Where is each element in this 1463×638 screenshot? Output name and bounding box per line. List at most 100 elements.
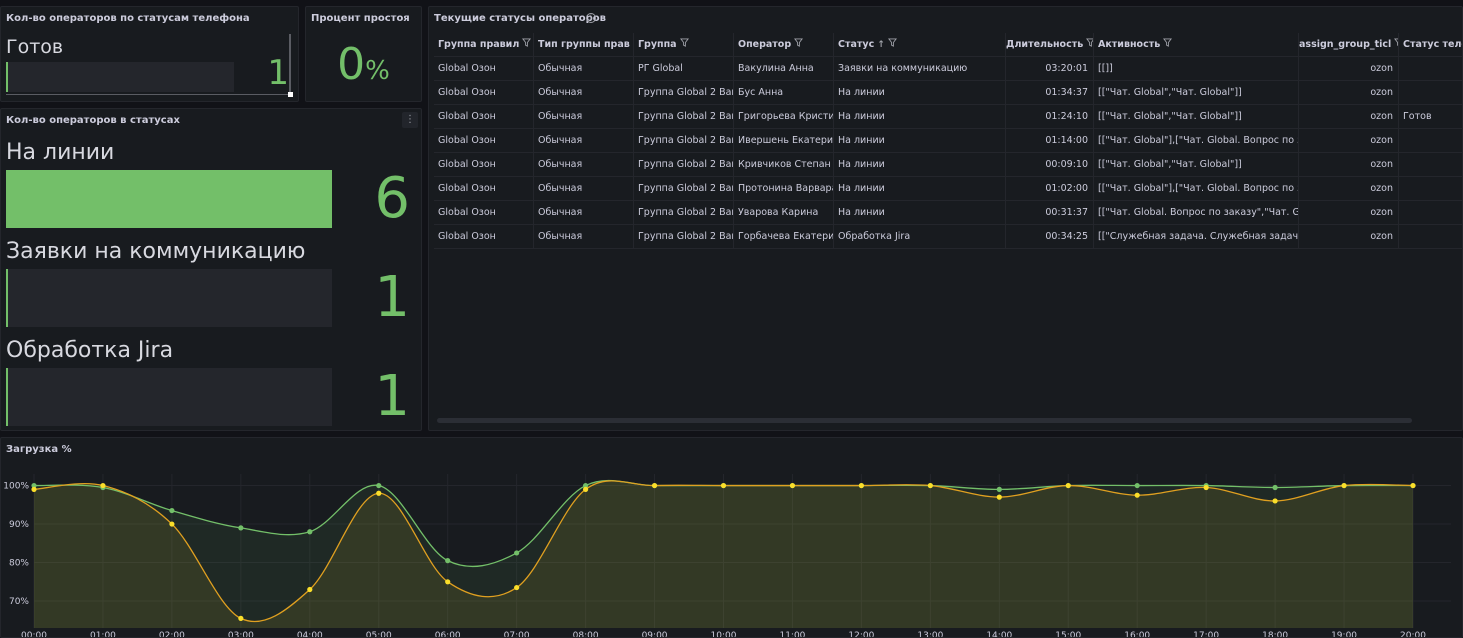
column-header[interactable]: assign_group_ticl: [1299, 33, 1399, 57]
table-cell: ozon: [1299, 57, 1399, 81]
sort-arrow-icon[interactable]: ↑: [877, 40, 885, 50]
series-area: [34, 480, 1413, 628]
table-cell: Global Озон: [434, 57, 534, 81]
x-tick-label: 03:00: [228, 631, 254, 638]
table-cell: Группа Global 2 Вакулина: [634, 177, 734, 201]
filter-icon[interactable]: [1394, 34, 1398, 57]
table-cell: 01:34:37: [1006, 81, 1094, 105]
table-cell: [1399, 57, 1462, 81]
filter-icon[interactable]: [887, 34, 897, 57]
data-point: [1134, 482, 1140, 489]
panel-title: Текущие статусы операторов: [434, 13, 606, 24]
table-cell: [1399, 177, 1462, 201]
table-cell: [["Чат. Global. Вопрос по заказу","Чат. …: [1094, 201, 1299, 225]
table-cell: Global Озон: [434, 177, 534, 201]
x-tick-label: 17:00: [1193, 631, 1219, 638]
data-point: [789, 482, 796, 489]
data-point: [1203, 484, 1209, 491]
resize-handle[interactable]: [288, 92, 293, 97]
operator-status-panel: Кол-во операторов в статусах ⋮ На линии …: [0, 108, 422, 431]
panel-title: Загрузка %: [6, 444, 72, 455]
gauge-bar: [6, 62, 234, 92]
x-tick-label: 15:00: [1055, 631, 1081, 638]
column-header-label: Активность: [1098, 39, 1161, 50]
table-cell: [["Служебная задача. Служебная задача КС…: [1094, 225, 1299, 249]
table-cell: 01:14:00: [1006, 129, 1094, 153]
filter-icon[interactable]: [522, 34, 532, 57]
table-cell: Кривчиков Степан: [734, 153, 834, 177]
table-cell: Global Озон: [434, 105, 534, 129]
x-tick-label: 20:00: [1400, 631, 1426, 638]
table-cell: [1399, 129, 1462, 153]
panel-menu-button[interactable]: ⋮: [402, 112, 418, 128]
scrollbar[interactable]: [289, 34, 291, 96]
horizontal-scrollbar[interactable]: [437, 418, 1412, 423]
table-cell: Группа Global 2 Вакулина: [634, 81, 734, 105]
data-point: [720, 482, 727, 489]
column-header-label: Тип группы прав: [538, 39, 630, 50]
table-cell: [[]]: [1094, 57, 1299, 81]
filter-icon[interactable]: [1163, 34, 1173, 57]
table-cell: [["Чат. Global","Чат. Global"]]: [1094, 153, 1299, 177]
y-tick-label: 90%: [9, 520, 29, 530]
data-point: [445, 558, 451, 564]
panel-title: Кол-во операторов в статусах: [6, 115, 180, 126]
data-point: [1272, 498, 1278, 504]
column-header-label: Статус теле: [1403, 39, 1463, 50]
column-header[interactable]: Активность: [1094, 33, 1299, 57]
table-cell: Обычная: [534, 201, 634, 225]
table-cell: [1399, 201, 1462, 225]
column-header[interactable]: Длительность: [1006, 33, 1094, 57]
status-bar-fill: [6, 269, 8, 327]
status-bar: [6, 170, 332, 228]
table-cell: [["Чат. Global","Чат. Global"]]: [1094, 81, 1299, 105]
table-cell: На линии: [834, 177, 1006, 201]
column-header[interactable]: Тип группы прав: [534, 33, 634, 57]
table-cell: [1399, 225, 1462, 249]
table-cell: Группа Global 2 Вакулина: [634, 225, 734, 249]
status-bar: [6, 269, 332, 327]
y-tick-label: 100%: [3, 482, 29, 492]
stat-value: 1: [267, 53, 289, 93]
x-tick-label: 06:00: [435, 631, 461, 638]
column-header[interactable]: Статус ↑: [834, 33, 1006, 57]
table-cell: ozon: [1299, 225, 1399, 249]
filter-icon[interactable]: [679, 34, 689, 57]
column-header[interactable]: Статус теле: [1399, 33, 1463, 57]
data-point: [514, 584, 520, 591]
table-cell: 01:02:00: [1006, 177, 1094, 201]
column-header[interactable]: Оператор: [734, 33, 834, 57]
info-icon[interactable]: i: [586, 13, 596, 23]
series-area: [34, 480, 1413, 628]
data-point: [238, 525, 244, 531]
data-point: [583, 482, 589, 489]
data-point: [1134, 492, 1140, 498]
x-tick-label: 07:00: [504, 631, 530, 638]
table-cell: На линии: [834, 105, 1006, 129]
table-cell: ozon: [1299, 201, 1399, 225]
data-point: [1410, 482, 1416, 489]
filter-icon[interactable]: [1086, 34, 1093, 57]
column-header[interactable]: Группа правил: [434, 33, 534, 57]
table-cell: Обычная: [534, 153, 634, 177]
table-cell: Уварова Карина: [734, 201, 834, 225]
column-header-label: Группа правил: [438, 39, 520, 50]
filter-icon[interactable]: [794, 34, 804, 57]
table-cell: На линии: [834, 129, 1006, 153]
column-header[interactable]: Группа: [634, 33, 734, 57]
current-statuses-panel: Текущие статусы операторов i Группа прав…: [428, 6, 1463, 431]
table-row[interactable]: Global Озон Обычная РГ Global Вакулина Анна…: [434, 57, 1462, 81]
operators-table: Группа правил Тип группы прав Группа Операт…: [434, 33, 1462, 249]
table-cell: Global Озон: [434, 81, 534, 105]
data-point: [100, 482, 106, 489]
table-cell: Обычная: [534, 225, 634, 249]
x-tick-label: 13:00: [917, 631, 943, 638]
idle-percent-panel: Процент простоя 0%: [305, 6, 422, 102]
